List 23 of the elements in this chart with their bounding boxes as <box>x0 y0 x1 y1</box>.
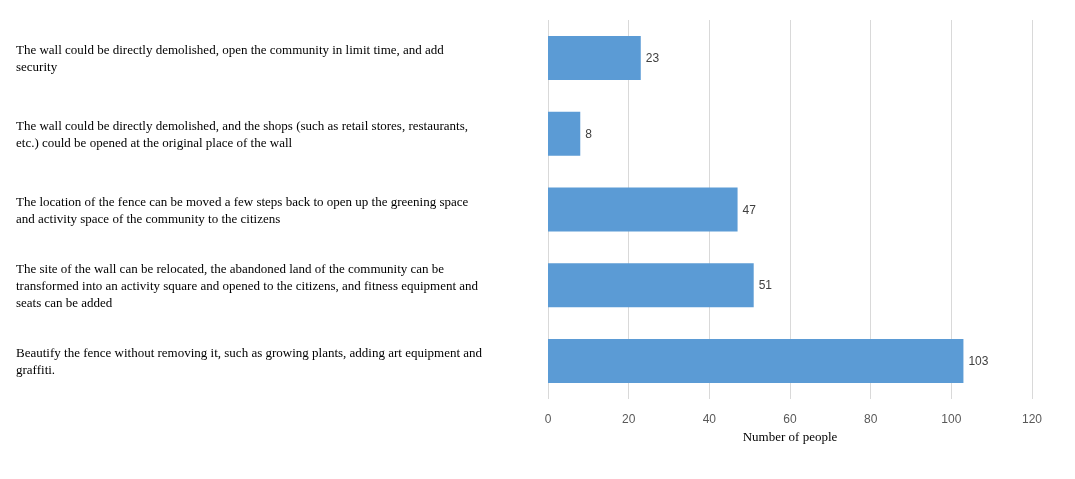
y-tick-label: The location of the fence can be moved a few steps back to open up the greening space and activity space of the community to the citizens <box>16 193 472 226</box>
bar <box>548 339 964 384</box>
x-tick-label: 100 <box>941 412 962 426</box>
x-tick-label: 120 <box>1021 412 1043 426</box>
x-axis-title: Number of people <box>742 428 838 444</box>
y-tick-label: Beautify the fence without removing it, such as growing plants, adding art equipment and graffiti. <box>16 345 486 378</box>
x-tick-label: 40 <box>702 412 717 426</box>
data-label: 23 <box>645 50 660 65</box>
data-label: 47 <box>742 202 757 217</box>
y-tick-label: The wall could be directly demolished, open the community in limit time, and add security <box>16 41 448 74</box>
x-tick-label: 60 <box>783 412 797 426</box>
data-label: 103 <box>968 354 989 369</box>
x-tick-label: 20 <box>621 412 636 426</box>
bar <box>548 35 641 80</box>
bar <box>548 263 754 308</box>
bar <box>548 187 738 232</box>
y-tick-label: The wall could be directly demolished, and the shops (such as retail stores, restaurants, etc.) could be opened at the original place of the wall <box>16 117 472 150</box>
bar <box>548 111 581 156</box>
data-label: 8 <box>585 126 593 141</box>
y-tick-label: The site of the wall can be relocated, the abandoned land of the community can be transformed into an activity square and opened to the citizens, and fitness equipment and seats can be added <box>16 260 482 310</box>
x-tick-label: 80 <box>863 412 878 426</box>
x-tick-label: 0 <box>544 412 552 426</box>
data-label: 51 <box>758 278 773 293</box>
